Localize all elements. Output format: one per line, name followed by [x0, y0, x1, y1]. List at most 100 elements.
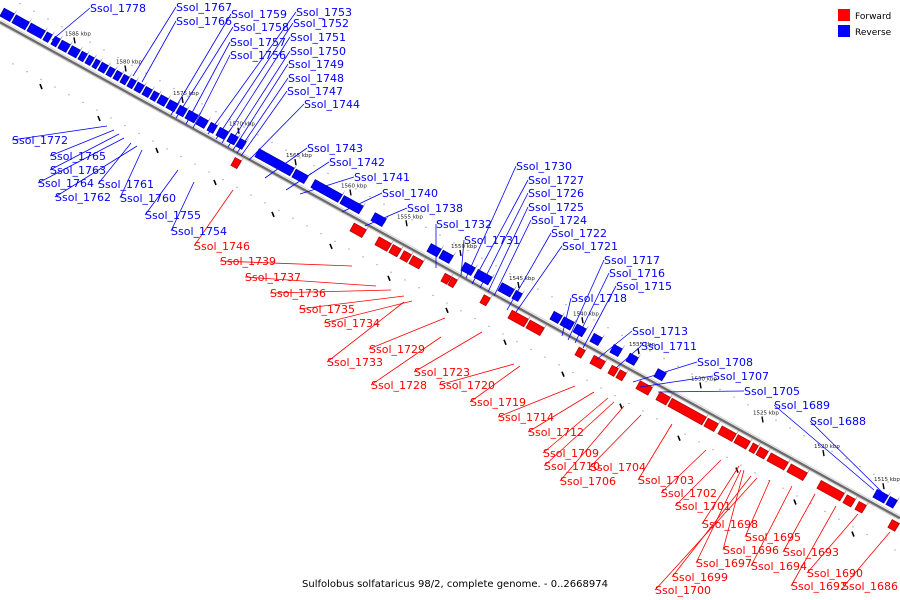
reverse-gene-label[interactable]: Ssol_1758 — [233, 21, 289, 34]
reverse-gene-label[interactable]: Ssol_1756 — [230, 49, 286, 62]
reverse-gene-label[interactable]: Ssol_1765 — [50, 150, 106, 163]
reverse-gene-label[interactable]: Ssol_1725 — [528, 201, 584, 214]
reverse-gene-block[interactable] — [57, 39, 74, 53]
forward-gene-label[interactable]: Ssol_1729 — [369, 343, 425, 356]
forward-gene-label[interactable]: Ssol_1734 — [324, 317, 380, 330]
reverse-gene-label[interactable]: Ssol_1742 — [329, 156, 385, 169]
reverse-gene-label[interactable]: Ssol_1715 — [616, 280, 672, 293]
reverse-gene-label[interactable]: Ssol_1766 — [176, 15, 232, 28]
forward-gene-block[interactable] — [399, 250, 415, 263]
forward-gene-label[interactable]: Ssol_1712 — [528, 426, 584, 439]
reverse-gene-block[interactable] — [91, 57, 104, 70]
forward-gene-label[interactable]: Ssol_1709 — [543, 447, 599, 460]
forward-gene-label[interactable]: Ssol_1746 — [194, 240, 250, 253]
forward-gene-block[interactable] — [635, 380, 656, 396]
reverse-gene-label[interactable]: Ssol_1689 — [774, 399, 830, 412]
forward-gene-label[interactable]: Ssol_1695 — [745, 531, 801, 544]
reverse-gene-label[interactable]: Ssol_1767 — [176, 1, 232, 14]
reverse-gene-block[interactable] — [426, 243, 445, 258]
reverse-gene-label[interactable]: Ssol_1713 — [632, 325, 688, 338]
forward-gene-label[interactable]: Ssol_1692 — [791, 580, 847, 593]
reverse-gene-block[interactable] — [50, 35, 64, 48]
reverse-gene-block[interactable] — [165, 99, 182, 113]
forward-gene-label[interactable]: Ssol_1699 — [672, 571, 728, 584]
forward-gene-label[interactable]: Ssol_1720 — [439, 379, 495, 392]
reverse-gene-label[interactable]: Ssol_1757 — [230, 36, 286, 49]
forward-gene-block[interactable] — [615, 368, 630, 382]
reverse-gene-label[interactable]: Ssol_1732 — [436, 218, 492, 231]
reverse-gene-block[interactable] — [653, 368, 670, 382]
reverse-gene-block[interactable] — [156, 94, 172, 107]
forward-gene-block[interactable] — [349, 222, 370, 238]
reverse-gene-label[interactable]: Ssol_1755 — [145, 209, 201, 222]
forward-gene-block[interactable] — [854, 500, 870, 514]
reverse-gene-label[interactable]: Ssol_1727 — [528, 174, 584, 187]
forward-gene-block[interactable] — [703, 417, 722, 432]
reverse-gene-label[interactable]: Ssol_1722 — [551, 227, 607, 240]
forward-gene-block[interactable] — [440, 272, 455, 285]
forward-gene-block[interactable] — [408, 255, 427, 270]
reverse-gene-block[interactable] — [549, 310, 566, 324]
forward-gene-label[interactable]: Ssol_1693 — [783, 546, 839, 559]
reverse-gene-label[interactable]: Ssol_1764 — [38, 177, 94, 190]
reverse-gene-block[interactable] — [497, 282, 518, 298]
reverse-gene-label[interactable]: Ssol_1724 — [531, 214, 587, 227]
forward-gene-block[interactable] — [374, 236, 395, 252]
reverse-gene-label[interactable]: Ssol_1750 — [290, 45, 346, 58]
reverse-gene-block[interactable] — [339, 195, 367, 215]
reverse-gene-label[interactable]: Ssol_1753 — [296, 6, 352, 19]
reverse-gene-label[interactable]: Ssol_1717 — [604, 254, 660, 267]
reverse-gene-block[interactable] — [133, 81, 148, 94]
forward-gene-label[interactable]: Ssol_1700 — [655, 584, 711, 597]
reverse-gene-block[interactable] — [438, 249, 457, 264]
forward-gene-block[interactable] — [230, 156, 245, 170]
forward-gene-block[interactable] — [655, 391, 674, 406]
forward-gene-block[interactable] — [786, 463, 811, 481]
reverse-gene-block[interactable] — [42, 30, 56, 43]
reverse-gene-label[interactable]: Ssol_1738 — [407, 202, 463, 215]
forward-gene-block[interactable] — [748, 441, 762, 454]
reverse-gene-block[interactable] — [97, 61, 112, 74]
forward-gene-label[interactable]: Ssol_1714 — [498, 411, 554, 424]
reverse-gene-label[interactable]: Ssol_1761 — [98, 178, 154, 191]
reverse-gene-block[interactable] — [112, 69, 126, 82]
reverse-gene-label[interactable]: Ssol_1741 — [354, 171, 410, 184]
forward-gene-label[interactable]: Ssol_1703 — [638, 474, 694, 487]
reverse-gene-label[interactable]: Ssol_1752 — [293, 17, 349, 30]
reverse-gene-label[interactable]: Ssol_1747 — [287, 85, 343, 98]
reverse-gene-label[interactable]: Ssol_1721 — [562, 240, 618, 253]
reverse-gene-label[interactable]: Ssol_1762 — [55, 191, 111, 204]
reverse-gene-label[interactable]: Ssol_1748 — [288, 72, 344, 85]
reverse-gene-block[interactable] — [625, 352, 642, 366]
forward-gene-label[interactable]: Ssol_1697 — [696, 557, 752, 570]
forward-gene-block[interactable] — [717, 425, 740, 442]
forward-gene-label[interactable]: Ssol_1710 — [544, 460, 600, 473]
reverse-gene-block[interactable] — [511, 289, 526, 302]
reverse-gene-block[interactable] — [370, 212, 390, 227]
reverse-gene-block[interactable] — [119, 73, 133, 86]
forward-gene-block[interactable] — [755, 446, 772, 460]
reverse-gene-label[interactable]: Ssol_1763 — [50, 164, 106, 177]
reverse-gene-block[interactable] — [126, 76, 140, 90]
reverse-gene-block[interactable] — [11, 14, 33, 31]
reverse-gene-label[interactable]: Ssol_1754 — [171, 225, 227, 238]
forward-gene-block[interactable] — [525, 319, 548, 337]
forward-gene-label[interactable]: Ssol_1701 — [675, 500, 731, 513]
forward-gene-label[interactable]: Ssol_1733 — [327, 356, 383, 369]
forward-gene-block[interactable] — [667, 397, 710, 426]
reverse-gene-label[interactable]: Ssol_1744 — [304, 98, 360, 111]
forward-gene-block[interactable] — [766, 452, 792, 471]
reverse-gene-label[interactable]: Ssol_1711 — [641, 340, 697, 353]
reverse-gene-block[interactable] — [559, 316, 578, 331]
forward-gene-label[interactable]: Ssol_1735 — [299, 303, 355, 316]
forward-gene-block[interactable] — [388, 244, 405, 258]
forward-gene-label[interactable]: Ssol_1719 — [470, 396, 526, 409]
reverse-gene-block[interactable] — [141, 85, 156, 99]
reverse-gene-block[interactable] — [0, 7, 18, 22]
reverse-gene-label[interactable]: Ssol_1688 — [810, 415, 866, 428]
reverse-gene-block[interactable] — [589, 332, 606, 347]
reverse-gene-block[interactable] — [105, 65, 119, 78]
forward-gene-block[interactable] — [842, 494, 859, 508]
reverse-gene-label[interactable]: Ssol_1740 — [382, 187, 438, 200]
reverse-gene-block[interactable] — [885, 496, 900, 509]
